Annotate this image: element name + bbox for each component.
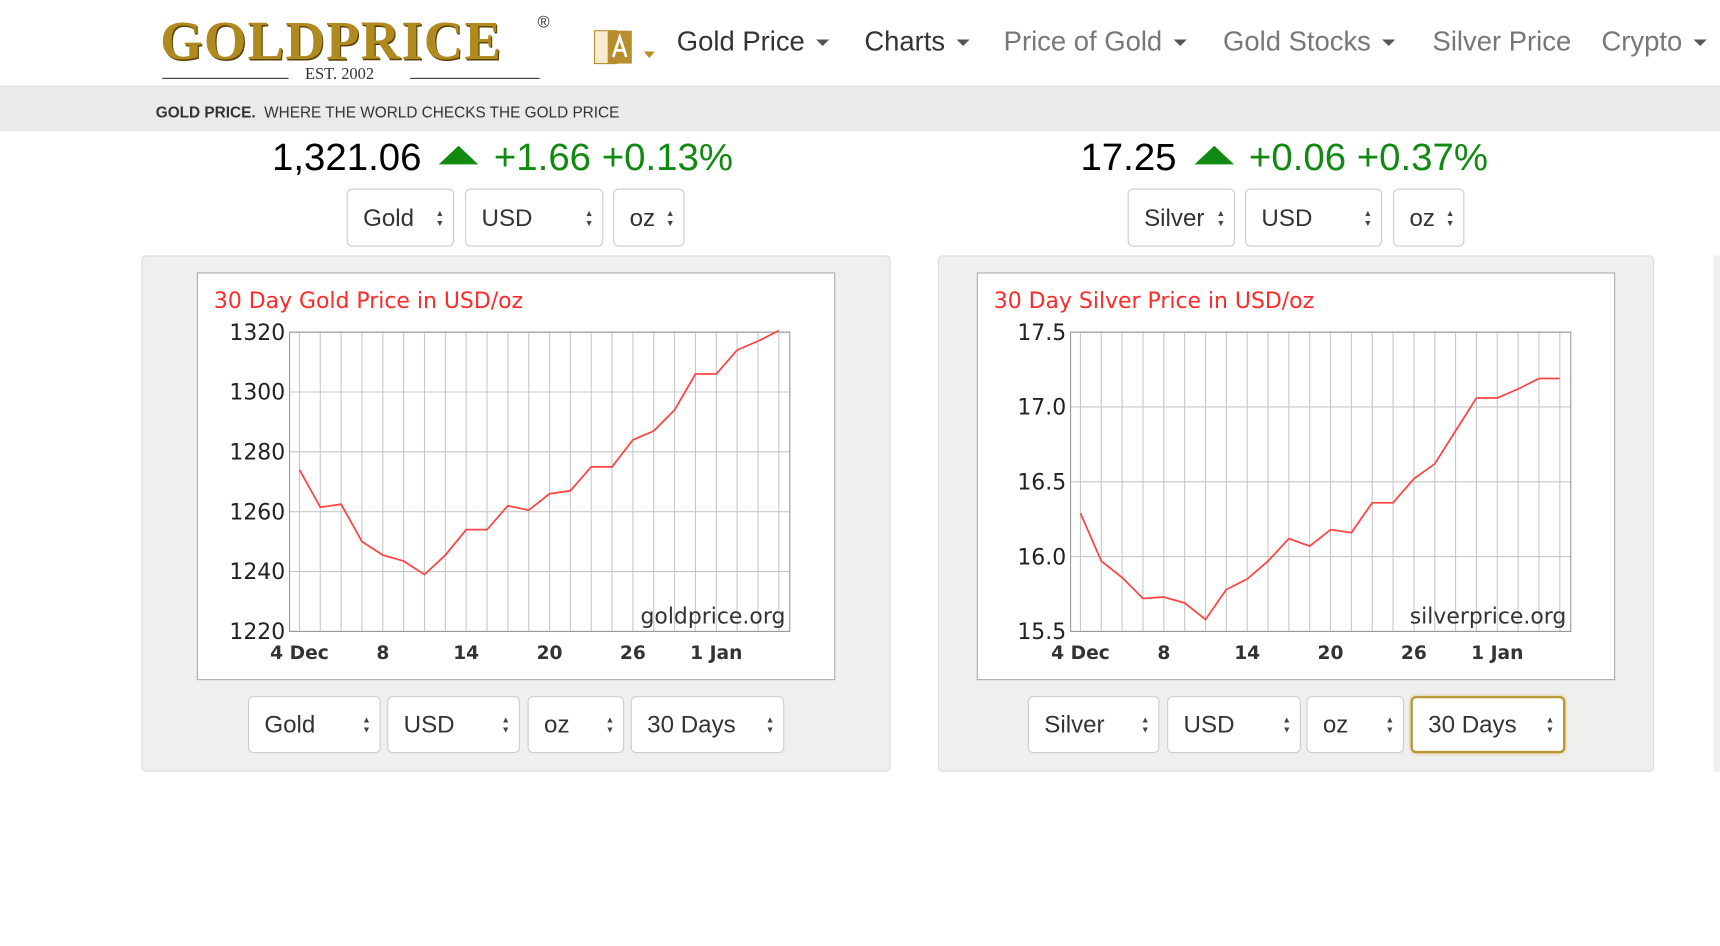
chart-box bbox=[976, 272, 1616, 681]
y-tick-label: 17.5 bbox=[1017, 321, 1066, 346]
price: 17.25 bbox=[1080, 135, 1177, 179]
select[interactable]: 30 Days bbox=[630, 696, 785, 754]
tagline-text: WHERE THE WORLD CHECKS THE GOLD PRICE bbox=[264, 103, 620, 121]
y-tick-label: 1280 bbox=[229, 441, 285, 466]
select[interactable]: Gold bbox=[247, 696, 381, 754]
watermark: goldprice.org bbox=[641, 605, 786, 630]
x-tick-label: 20 bbox=[537, 643, 563, 664]
up-arrow bbox=[439, 146, 479, 165]
nav-item[interactable]: Price of Gold bbox=[1004, 26, 1187, 58]
icon-caret bbox=[643, 51, 655, 59]
nav-item[interactable]: Charts bbox=[864, 26, 969, 58]
change: +1.66 bbox=[493, 135, 592, 179]
change-pct: +0.13% bbox=[601, 135, 733, 179]
x-tick-label: 14 bbox=[1234, 643, 1260, 664]
y-tick-label: 1220 bbox=[229, 620, 285, 645]
select[interactable]: oz bbox=[613, 188, 685, 247]
select[interactable]: USD bbox=[387, 696, 520, 754]
plot-frame bbox=[289, 331, 791, 632]
select[interactable]: oz bbox=[1306, 696, 1405, 754]
x-tick-label: 4 Dec bbox=[270, 643, 329, 664]
y-tick-label: 1320 bbox=[229, 321, 285, 346]
logo-rule bbox=[162, 77, 289, 79]
x-tick-label: 4 Dec bbox=[1051, 643, 1110, 664]
change-pct: +0.37% bbox=[1356, 135, 1489, 179]
x-tick-label: 1 Jan bbox=[1471, 643, 1523, 664]
select[interactable]: oz bbox=[1393, 188, 1465, 247]
select[interactable]: USD bbox=[1167, 696, 1301, 754]
y-tick-label: 1240 bbox=[229, 560, 285, 585]
logo-rule bbox=[410, 77, 540, 79]
price-line bbox=[1079, 377, 1560, 621]
y-tick-label: 15.5 bbox=[1017, 620, 1066, 645]
select[interactable]: USD bbox=[465, 188, 604, 247]
y-tick-label: 16.0 bbox=[1017, 545, 1066, 570]
tagline-bold: GOLD PRICE. bbox=[155, 103, 256, 121]
logo-est: EST. 2002 bbox=[304, 65, 375, 84]
plot-frame bbox=[1070, 331, 1572, 632]
x-tick-label: 8 bbox=[376, 643, 389, 664]
header-bar bbox=[0, 0, 1720, 87]
logo-registered: ® bbox=[537, 13, 550, 32]
chart-title: 30 Day Silver Price in USD/oz bbox=[994, 289, 1314, 314]
price: 1,321.06 bbox=[272, 135, 422, 179]
x-tick-label: 1 Jan bbox=[690, 643, 742, 664]
chart-title: 30 Day Gold Price in USD/oz bbox=[214, 289, 523, 314]
nav-item[interactable]: Silver Price bbox=[1432, 26, 1572, 58]
change: +0.06 bbox=[1248, 135, 1347, 179]
select[interactable]: USD bbox=[1244, 188, 1383, 247]
logo[interactable]: GOLDPRICE ® EST. 2002 bbox=[160, 9, 555, 86]
nav-item[interactable]: Gold Price bbox=[677, 26, 829, 58]
translate-icon[interactable] bbox=[592, 26, 658, 74]
up-arrow bbox=[1194, 146, 1234, 165]
silver-ticker: 17.25 +0.06 +0.37% bbox=[1080, 136, 1488, 180]
gold-ticker: 1,321.06 +1.66 +0.13% bbox=[272, 136, 733, 180]
nav-item[interactable]: Crypto bbox=[1601, 26, 1706, 58]
select[interactable]: oz bbox=[527, 696, 625, 754]
y-tick-label: 1260 bbox=[229, 500, 285, 525]
x-tick-label: 26 bbox=[620, 643, 646, 664]
watermark: silverprice.org bbox=[1410, 605, 1567, 630]
select[interactable]: Silver bbox=[1127, 188, 1236, 247]
logo-text: GOLDPRICE bbox=[160, 9, 503, 72]
tagline: GOLD PRICE. WHERE THE WORLD CHECKS THE G… bbox=[156, 103, 620, 121]
icon-part bbox=[611, 32, 628, 58]
page-edge bbox=[1713, 255, 1720, 772]
x-tick-label: 20 bbox=[1318, 643, 1344, 664]
x-tick-label: 14 bbox=[453, 643, 479, 664]
select[interactable]: Silver bbox=[1027, 696, 1160, 754]
y-tick-label: 16.5 bbox=[1017, 470, 1066, 495]
x-tick-label: 26 bbox=[1401, 643, 1427, 664]
nav-item[interactable]: Gold Stocks bbox=[1223, 26, 1395, 58]
select[interactable]: 30 Days bbox=[1410, 696, 1566, 754]
x-tick-label: 8 bbox=[1157, 643, 1170, 664]
price-line bbox=[298, 329, 780, 576]
y-tick-label: 17.0 bbox=[1017, 396, 1066, 421]
y-tick-label: 1300 bbox=[229, 381, 285, 406]
tagline-bar bbox=[0, 86, 1720, 132]
select[interactable]: Gold bbox=[346, 188, 455, 247]
